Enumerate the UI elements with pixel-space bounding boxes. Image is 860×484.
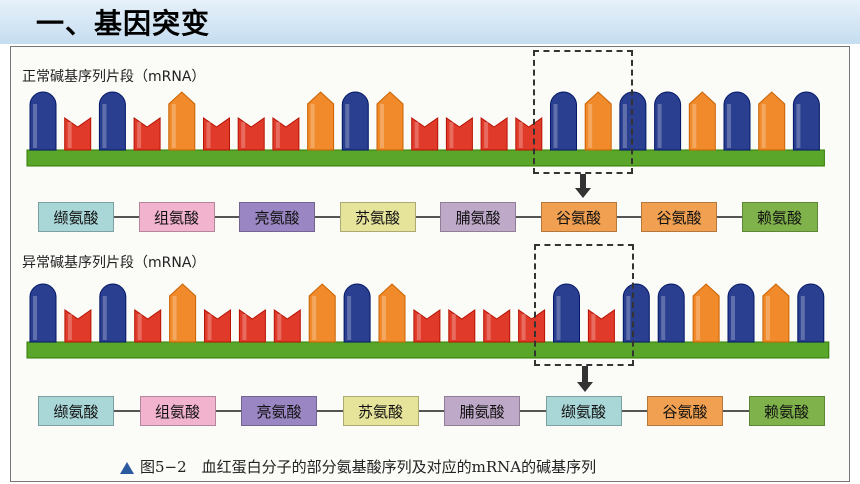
amino-acid-box: 谷氨酸 (641, 202, 717, 232)
abnormal-base-C (308, 283, 336, 343)
normal-base-U (792, 91, 820, 151)
triangle-icon (120, 462, 134, 474)
abnormal-base-C (762, 283, 790, 343)
abnormal-base-U (99, 283, 127, 343)
abnormal-base-U (553, 283, 580, 343)
abnormal-amino-acid-row: 缬氨酸 组氨酸 亮氨酸 苏氨酸 脯氨酸 缬氨酸 谷氨酸 赖氨酸 (38, 396, 825, 426)
normal-base-C (168, 91, 196, 151)
section-header: 一、基因突变 (0, 0, 860, 44)
abnormal-base-U (29, 283, 57, 343)
normal-base-C (307, 91, 335, 151)
normal-base-A (411, 117, 439, 151)
amino-acid-box: 赖氨酸 (741, 202, 818, 232)
normal-base-A (133, 117, 161, 151)
highlight-box-normal (533, 50, 633, 174)
abnormal-base-U (657, 283, 685, 343)
normal-base-C (376, 91, 404, 151)
figure-caption: 图5−2 血红蛋白分子的部分氨基酸序列及对应的mRNA的碱基序列 (120, 456, 596, 477)
abnormal-base-A (483, 309, 511, 343)
amino-acid-box: 脯氨酸 (444, 396, 520, 426)
abnormal-base-A (587, 309, 615, 343)
normal-base-U (29, 91, 57, 151)
amino-acid-box: 赖氨酸 (748, 396, 825, 426)
amino-acid-box: 谷氨酸 (647, 396, 723, 426)
normal-base-A (272, 117, 300, 151)
amino-acid-box: 苏氨酸 (342, 396, 419, 426)
amino-acid-box: 组氨酸 (139, 396, 216, 426)
normal-base-U (723, 91, 751, 151)
abnormal-base-A (448, 309, 476, 343)
abnormal-backbone (26, 341, 830, 359)
peptide-bond-line (38, 216, 818, 218)
section-title: 一、基因突变 (36, 7, 211, 40)
abnormal-base-A (273, 309, 301, 343)
abnormal-base-U (797, 283, 825, 343)
amino-acid-box: 缬氨酸 (38, 202, 114, 232)
abnormal-base-A (64, 309, 92, 343)
amino-acid-box: 组氨酸 (138, 202, 215, 232)
abnormal-base-C (692, 283, 720, 343)
caption-text: 图5−2 血红蛋白分子的部分氨基酸序列及对应的mRNA的碱基序列 (140, 458, 597, 476)
normal-base-A (237, 117, 265, 151)
normal-amino-acid-row: 缬氨酸 组氨酸 亮氨酸 苏氨酸 脯氨酸 谷氨酸 谷氨酸 赖氨酸 (38, 202, 818, 232)
abnormal-base-A (238, 309, 266, 343)
abnormal-base-A (204, 309, 231, 343)
amino-acid-box: 苏氨酸 (339, 202, 416, 232)
normal-sequence-label: 正常碱基序列片段（mRNA） (22, 69, 206, 85)
amino-acid-box: 亮氨酸 (239, 202, 315, 232)
normal-base-C (688, 91, 716, 151)
abnormal-base-U (343, 283, 371, 343)
amino-acid-box: 脯氨酸 (440, 202, 516, 232)
normal-base-U (654, 91, 682, 151)
normal-backbone (26, 149, 825, 167)
abnormal-base-A (413, 309, 441, 343)
normal-base-A (480, 117, 508, 151)
abnormal-base-A (134, 309, 162, 343)
normal-base-C (758, 91, 786, 151)
abnormal-base-C (169, 283, 197, 343)
peptide-bond-line (38, 410, 825, 412)
normal-base-A (64, 117, 92, 151)
amino-acid-box: 缬氨酸 (38, 396, 114, 426)
amino-acid-box: 谷氨酸 (540, 202, 617, 232)
normal-base-U (341, 91, 369, 151)
highlight-box-abnormal (534, 244, 634, 366)
normal-base-C (584, 91, 612, 151)
normal-base-U (550, 91, 577, 151)
abnormal-base-U (727, 283, 755, 343)
normal-base-U (98, 91, 126, 151)
abnormal-base-A (518, 309, 546, 343)
normal-base-A (515, 117, 543, 151)
normal-base-A (445, 117, 473, 151)
amino-acid-box: 缬氨酸 (545, 396, 622, 426)
abnormal-base-C (378, 283, 406, 343)
abnormal-sequence-label: 异常碱基序列片段（mRNA） (22, 255, 206, 271)
normal-base-A (203, 117, 230, 151)
amino-acid-box: 亮氨酸 (241, 396, 317, 426)
abnormal-base-U (622, 283, 650, 343)
